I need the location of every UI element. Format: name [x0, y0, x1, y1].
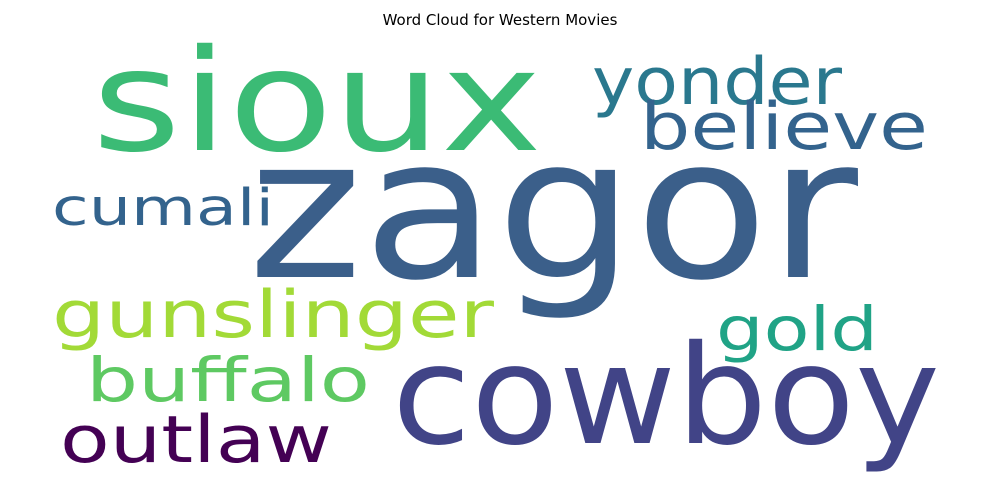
word-zagor: zagor: [248, 96, 858, 324]
word-buffalo: buffalo: [86, 346, 370, 416]
chart-title: Word Cloud for Western Movies: [382, 11, 618, 29]
word-cowboy: cowboy: [392, 317, 940, 476]
word-outlaw: outlaw: [60, 403, 332, 478]
word-cumali: cumali: [52, 179, 274, 238]
word-believe: believe: [640, 90, 928, 165]
word-gold: gold: [716, 295, 878, 365]
word-gunslinger: gunslinger: [52, 278, 495, 353]
word-sioux: sioux: [92, 20, 542, 184]
word-yonder: yonder: [592, 45, 842, 120]
